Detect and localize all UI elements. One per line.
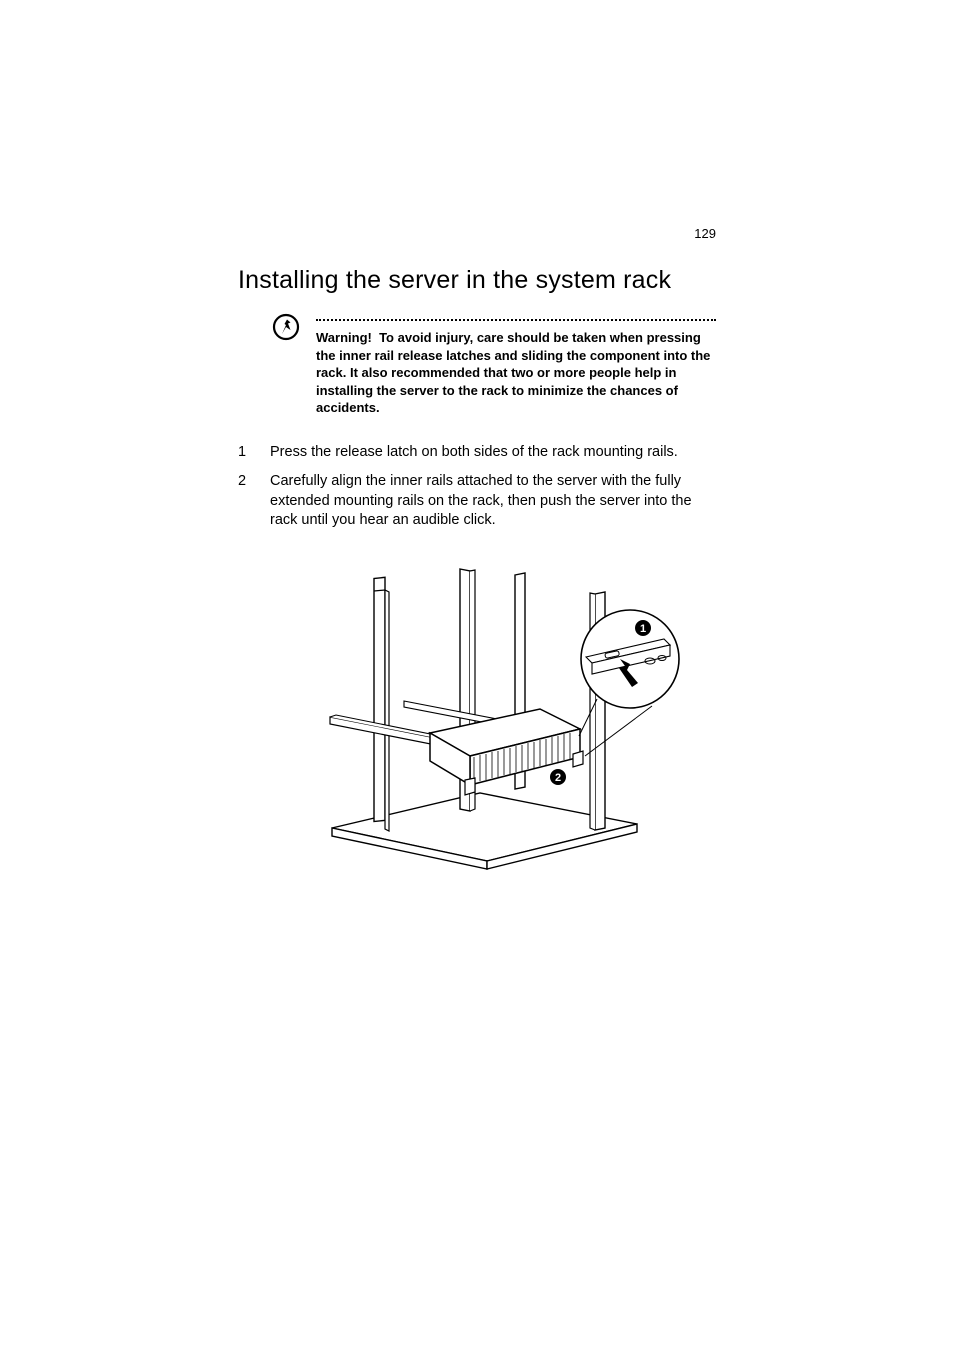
warning-label: Warning! [316,330,372,345]
list-item: 1 Press the release latch on both sides … [238,443,716,463]
warning-body: To avoid injury, care should be taken wh… [316,330,710,415]
diagram-callout-2: 2 [555,772,561,784]
warning-text: Warning! To avoid injury, care should be… [316,329,716,417]
warning-callout: Warning! To avoid injury, care should be… [238,319,716,417]
page-content: Installing the server in the system rack… [238,266,716,871]
instruction-list: 1 Press the release latch on both sides … [238,443,716,531]
list-item: 2 Carefully align the inner rails attach… [238,472,716,531]
step-text: Press the release latch on both sides of… [270,443,716,463]
install-diagram: 1 2 [238,561,716,871]
page-number: 129 [694,226,716,241]
step-number: 1 [238,443,270,463]
diagram-callout-1: 1 [640,623,646,635]
dotted-rule [316,319,716,321]
section-heading: Installing the server in the system rack [238,266,716,295]
step-number: 2 [238,472,270,531]
step-text: Carefully align the inner rails attached… [270,472,716,531]
warning-icon [272,313,300,346]
